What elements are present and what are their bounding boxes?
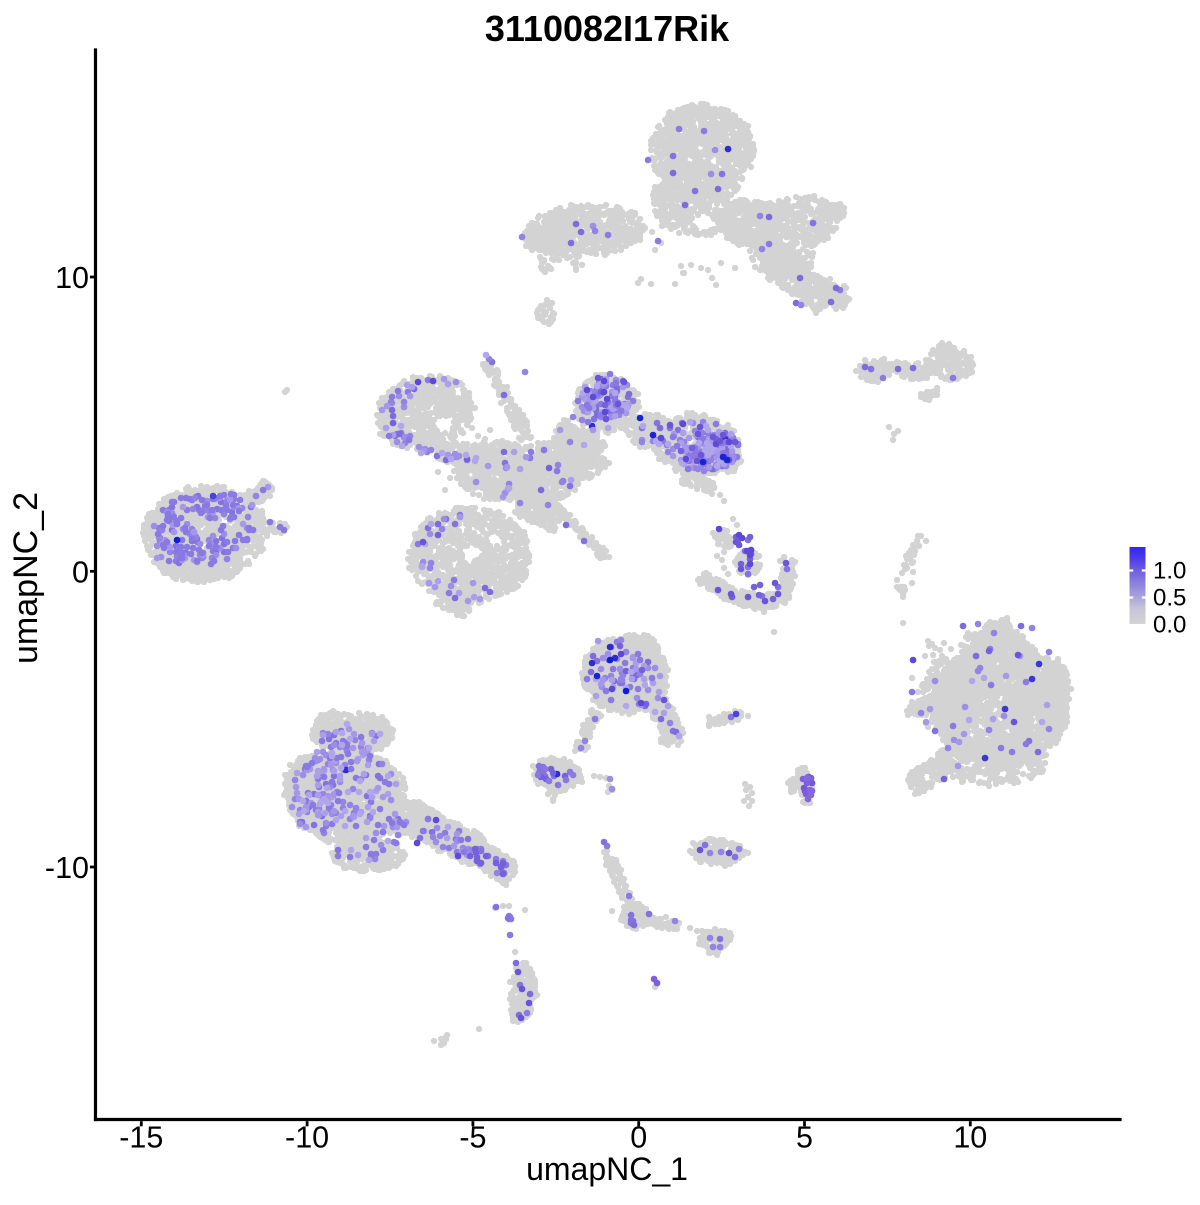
svg-text:-15: -15 <box>119 1121 163 1155</box>
svg-text:-5: -5 <box>459 1121 486 1155</box>
svg-text:-10: -10 <box>45 851 89 885</box>
svg-text:umapNC_1: umapNC_1 <box>526 1151 688 1187</box>
svg-text:5: 5 <box>796 1121 813 1155</box>
svg-text:0.0: 0.0 <box>1153 612 1186 639</box>
svg-text:1.0: 1.0 <box>1153 558 1186 585</box>
svg-text:3110082I17Rik: 3110082I17Rik <box>485 8 730 49</box>
svg-text:umapNC_2: umapNC_2 <box>7 492 45 664</box>
svg-text:10: 10 <box>55 261 89 295</box>
svg-text:10: 10 <box>953 1121 987 1155</box>
svg-text:-10: -10 <box>285 1121 329 1155</box>
svg-text:0.5: 0.5 <box>1153 585 1186 612</box>
svg-text:0: 0 <box>72 555 89 589</box>
svg-text:0: 0 <box>630 1121 647 1155</box>
